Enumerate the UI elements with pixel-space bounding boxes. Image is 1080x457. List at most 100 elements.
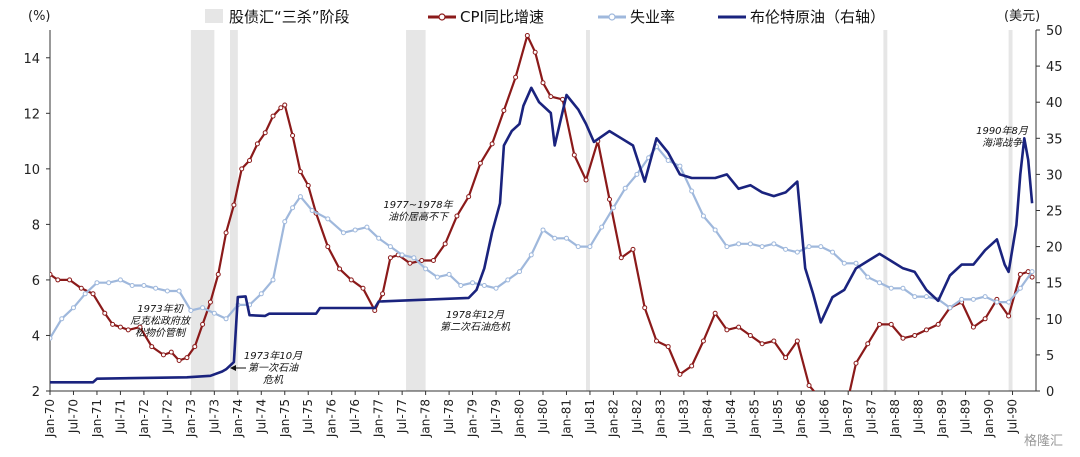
data-point <box>192 344 198 350</box>
data-point <box>771 241 777 247</box>
data-point <box>70 305 76 311</box>
x-tick-label: Jul-87 <box>865 399 879 434</box>
data-point <box>994 299 1000 305</box>
data-point <box>622 185 628 191</box>
shaded-band <box>883 30 888 391</box>
data-point <box>712 310 718 316</box>
data-point <box>806 382 812 388</box>
data-point <box>841 260 847 266</box>
data-point <box>278 105 284 111</box>
axes: 2 4 6 8 10 12 14 0 5 10 15 20 25 30 35 40 45 50 Jan-70 Jul-… <box>23 24 1062 438</box>
data-point <box>818 244 824 250</box>
x-tick-label: Jan-82 <box>606 399 620 438</box>
data-point <box>575 244 581 250</box>
data-point <box>865 341 871 347</box>
x-tick-label: Jan-81 <box>559 399 573 438</box>
data-point <box>982 294 988 300</box>
annotation-line: 第二次石油危机 <box>440 321 511 333</box>
legend-label: CPI同比增速 <box>460 8 544 26</box>
x-tick-label: Jan-72 <box>137 399 151 438</box>
data-point <box>309 208 315 213</box>
x-tick-label: Jan-74 <box>231 399 245 438</box>
x-tick-label: Jul-82 <box>630 399 644 434</box>
right-tick-label: 20 <box>1046 241 1063 256</box>
x-tick-label: Jan-71 <box>90 399 104 438</box>
data-point <box>700 213 706 219</box>
data-point <box>831 395 835 399</box>
data-point <box>188 307 194 313</box>
right-tick-label: 35 <box>1046 132 1063 147</box>
data-point <box>517 269 523 275</box>
data-point <box>137 324 143 330</box>
data-point <box>759 244 765 250</box>
data-point <box>59 316 65 322</box>
right-tick-label: 5 <box>1046 349 1054 364</box>
data-point <box>110 321 116 327</box>
data-point <box>607 196 613 202</box>
data-point <box>587 244 593 250</box>
data-point <box>540 80 546 86</box>
data-point <box>970 296 976 302</box>
data-point <box>830 249 836 255</box>
data-point <box>430 257 436 263</box>
x-tick-label: Jan-88 <box>888 399 902 438</box>
x-tick-label: Jan-85 <box>747 399 761 438</box>
series-3 <box>50 86 1034 384</box>
x-tick-label: Jan-78 <box>419 399 433 438</box>
x-tick-label: Jan-84 <box>700 399 714 438</box>
data-point <box>442 241 448 247</box>
data-point <box>454 213 460 219</box>
data-point <box>689 363 695 369</box>
data-point <box>610 205 616 211</box>
x-tick-label: Jul-85 <box>771 399 785 434</box>
x-tick-label: Jul-90 <box>1006 399 1020 434</box>
data-point <box>297 169 303 175</box>
data-point <box>900 285 906 291</box>
left-tick-label: 4 <box>32 329 40 344</box>
data-point <box>387 255 393 261</box>
annotation-arrowhead <box>230 365 236 371</box>
data-point <box>434 274 440 280</box>
x-tick-label: Jan-76 <box>325 399 339 438</box>
data-point <box>876 280 882 286</box>
data-point <box>477 160 483 166</box>
data-point <box>102 310 108 316</box>
right-tick-label: 15 <box>1046 277 1063 292</box>
data-point <box>481 282 487 288</box>
data-point <box>923 327 929 333</box>
data-point <box>184 355 190 361</box>
shaded-band <box>229 30 238 391</box>
data-point <box>470 280 476 286</box>
data-point <box>223 230 229 236</box>
x-tick-label: Jan-83 <box>653 399 667 438</box>
data-point <box>90 291 96 297</box>
data-point <box>1029 274 1035 280</box>
data-point <box>141 282 147 288</box>
x-tick-label: Jul-89 <box>959 399 973 434</box>
data-point <box>55 277 61 283</box>
data-point <box>1017 285 1023 291</box>
left-tick-label: 8 <box>32 218 40 233</box>
legend-label: 失业率 <box>630 8 675 26</box>
data-point <box>297 194 303 200</box>
data-point <box>552 235 558 241</box>
legend-marker <box>608 13 616 21</box>
data-point <box>117 324 123 330</box>
x-tick-label: Jul-84 <box>724 399 738 434</box>
data-point <box>176 288 182 294</box>
x-tick-label: Jan-80 <box>513 399 527 438</box>
data-point <box>771 338 777 344</box>
x-tick-label: Jul-79 <box>489 399 503 434</box>
shaded-band <box>190 30 215 391</box>
annotation-line: 尼克松政府放 <box>130 315 192 327</box>
data-point <box>352 227 358 233</box>
data-point <box>970 324 976 330</box>
data-point <box>407 260 413 266</box>
series-line <box>50 34 1033 391</box>
annotation-line: 1978年12月 <box>446 309 505 321</box>
data-point <box>168 349 174 355</box>
data-point <box>865 274 871 280</box>
data-point <box>489 141 495 147</box>
right-tick-label: 25 <box>1046 205 1063 220</box>
